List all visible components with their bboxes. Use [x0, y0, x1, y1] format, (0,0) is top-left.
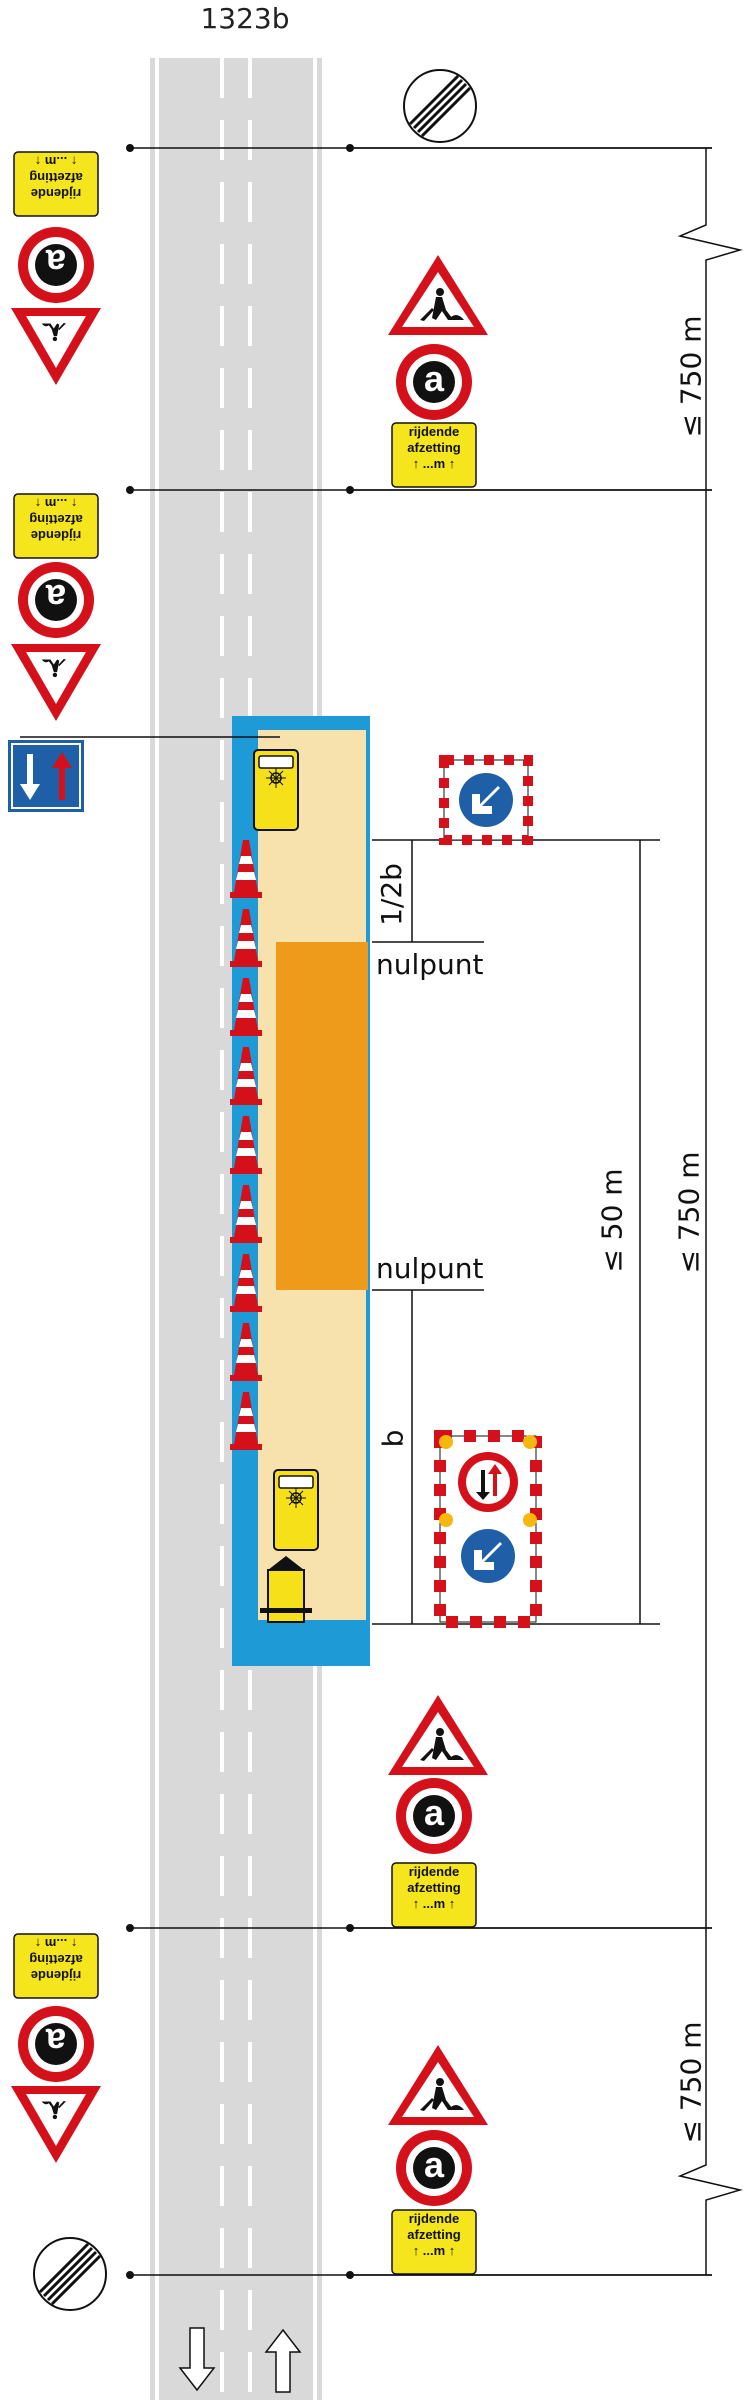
- distance-750-label-3: ≤ 750 m: [674, 2021, 708, 2144]
- plate-text-inverted: rijdende afzetting ↑ ...m ↑: [29, 1936, 83, 1983]
- a-letter: a: [423, 358, 445, 399]
- a-letter: a: [45, 577, 67, 618]
- dimension-dots: [126, 144, 354, 2279]
- a-letter: a: [45, 2021, 67, 2062]
- nulpunt-label-bottom: nulpunt: [376, 1252, 484, 1285]
- direction-arrows: [178, 2327, 302, 2393]
- work-vehicle-front: [253, 749, 299, 831]
- keep-side-icon: [458, 1526, 518, 1586]
- give-way-roadworks-icon: [11, 2086, 101, 2163]
- give-way-roadworks-icon: [11, 308, 101, 385]
- plate-text: rijdende afzetting ↑ ...m ↑: [407, 424, 461, 471]
- roadworks-icon: [388, 2045, 488, 2125]
- plate-text-inverted: rijdende afzetting ↑ ...m ↑: [29, 154, 83, 201]
- plate-text: rijdende afzetting ↑ ...m ↑: [407, 2211, 461, 2258]
- roadworks-icon: [388, 255, 488, 335]
- half-b-label: 1/2b: [374, 863, 408, 926]
- end-of-restriction-sign-top: [402, 68, 478, 144]
- dimension-lines: [20, 147, 743, 2276]
- b-label: b: [376, 1429, 410, 1448]
- roadworks-icon: [388, 1695, 488, 1775]
- nulpunt-label-top: nulpunt: [376, 948, 484, 981]
- distance-750-label-2: ≤ 750 m: [672, 1151, 706, 1274]
- work-zone: [276, 942, 368, 1290]
- plate-text-inverted: rijdende afzetting ↑ ...m ↑: [29, 496, 83, 543]
- plate-text: rijdende afzetting ↑ ...m ↑: [407, 1864, 461, 1911]
- work-vehicle-rear: [273, 1469, 319, 1551]
- arrow-trailer: [260, 1556, 312, 1623]
- give-way-roadworks-icon: [11, 644, 101, 721]
- a-letter: a: [45, 242, 67, 283]
- diagram-title: 1323b: [200, 2, 290, 35]
- arrow-board: [434, 1430, 542, 1628]
- end-of-restriction-sign-bottom: [32, 2236, 108, 2312]
- keep-sign-board-top: [439, 755, 533, 845]
- a-letter: a: [423, 2144, 445, 2185]
- priority-oncoming-sign: [8, 740, 84, 812]
- a-letter: a: [423, 1792, 445, 1833]
- distance-750-label-1: ≤ 750 m: [674, 315, 708, 438]
- distance-50-label: ≤ 50 m: [595, 1168, 629, 1273]
- keep-side-icon: [456, 770, 516, 830]
